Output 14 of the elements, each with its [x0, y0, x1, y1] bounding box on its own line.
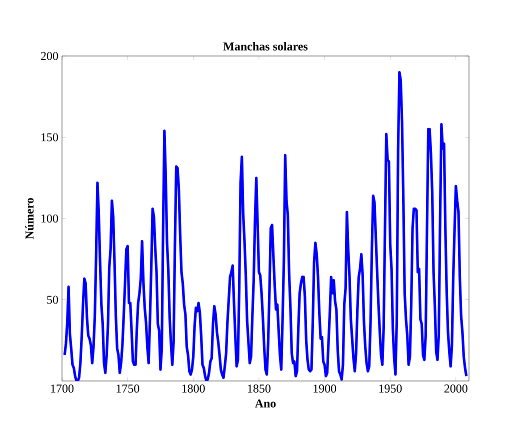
- y-axis-title: Número: [25, 198, 34, 240]
- x-tick-label: 1850: [248, 384, 270, 393]
- x-tick-label: 1950: [379, 384, 402, 393]
- x-tick-label: 2000: [444, 384, 468, 393]
- y-tick-label: 100: [42, 214, 58, 223]
- y-tick-label: 50: [47, 296, 58, 304]
- y-tick-label: 150: [42, 133, 58, 142]
- x-axis-title: Ano: [254, 399, 276, 408]
- chart-title: Manchas solares: [223, 42, 308, 50]
- x-tick-label: 1700: [51, 384, 74, 393]
- y-tick-label: 200: [41, 52, 58, 60]
- x-tick-label: 1750: [116, 384, 140, 393]
- x-tick-label: 1800: [182, 384, 205, 393]
- x-tick-label: 1900: [314, 384, 336, 393]
